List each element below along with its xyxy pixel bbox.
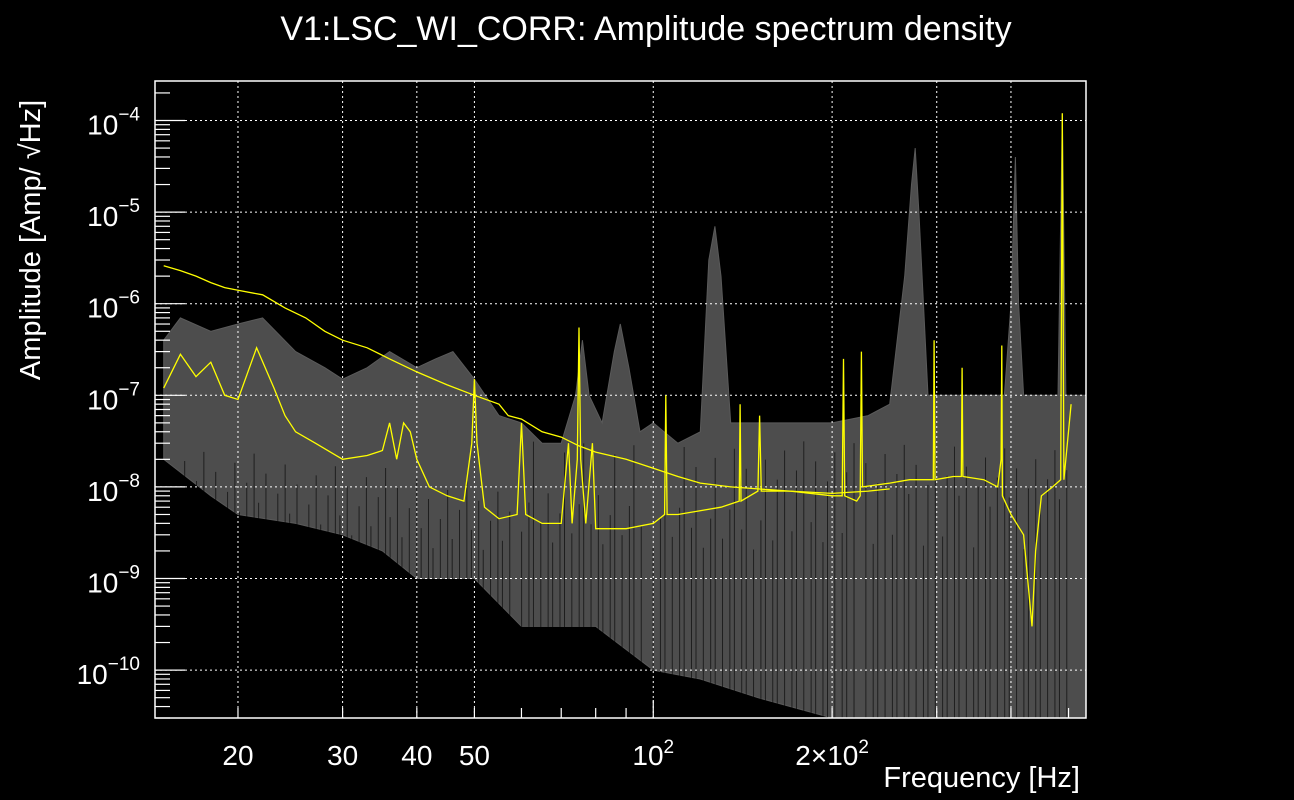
x-tick-label: 102 xyxy=(632,737,674,771)
history-band-layer xyxy=(163,113,1087,719)
trace-layer xyxy=(163,113,1072,627)
y-tick-label: 10−8 xyxy=(87,471,140,507)
x-tick-label-base: 30 xyxy=(327,740,358,771)
x-tick-label: 20 xyxy=(222,740,253,771)
x-tick-label-base: 40 xyxy=(401,740,432,771)
y-tick-label-exponent: −9 xyxy=(118,563,140,584)
x-tick-label-exponent: 2 xyxy=(858,737,869,758)
y-tick-label-base: 10 xyxy=(87,201,118,232)
y-tick-label-exponent: −5 xyxy=(118,196,140,217)
x-axis-label: Frequency [Hz] xyxy=(883,762,1080,794)
y-tick-label-exponent: −4 xyxy=(118,105,140,126)
x-tick-label-base: 10 xyxy=(632,740,663,771)
x-tick-label: 50 xyxy=(459,740,490,771)
current-trace xyxy=(163,113,1072,627)
x-tick-label-base: 50 xyxy=(459,740,490,771)
y-tick-label: 10−10 xyxy=(77,654,140,690)
y-tick-label-exponent: −7 xyxy=(118,379,140,400)
y-tick-label-base: 10 xyxy=(77,659,108,690)
y-tick-label-base: 10 xyxy=(87,384,118,415)
y-tick-label-base: 10 xyxy=(87,110,118,141)
grid-layer xyxy=(155,81,1086,718)
x-tick-label: 30 xyxy=(327,740,358,771)
x-tick-label-base: 20 xyxy=(222,740,253,771)
y-tick-label: 10−4 xyxy=(87,105,140,141)
y-tick-label-base: 10 xyxy=(87,476,118,507)
y-tick-label: 10−9 xyxy=(87,563,140,599)
y-tick-label-base: 10 xyxy=(87,293,118,324)
y-tick-label: 10−5 xyxy=(87,196,140,232)
y-axis-label: Amplitude [Amp/ √Hz] xyxy=(15,100,47,380)
y-tick-label: 10−7 xyxy=(87,379,140,415)
x-tick-label: 2×102 xyxy=(795,737,869,771)
x-tick-label-base: 2×10 xyxy=(795,740,858,771)
x-tick-label-exponent: 2 xyxy=(664,737,675,758)
x-tick-label: 40 xyxy=(401,740,432,771)
y-tick-label-exponent: −8 xyxy=(118,471,140,492)
y-tick-label: 10−6 xyxy=(87,288,140,324)
y-tick-label-exponent: −6 xyxy=(118,288,140,309)
reference-trace xyxy=(163,265,890,495)
chart-title: V1:LSC_WI_CORR: Amplitude spectrum densi… xyxy=(280,10,1011,48)
y-tick-label-base: 10 xyxy=(87,568,118,599)
y-tick-label-exponent: −10 xyxy=(108,654,140,675)
axis-layer: 20 30 40 50 102 2×10210−410−510−610−710−810−9… xyxy=(77,80,1087,771)
